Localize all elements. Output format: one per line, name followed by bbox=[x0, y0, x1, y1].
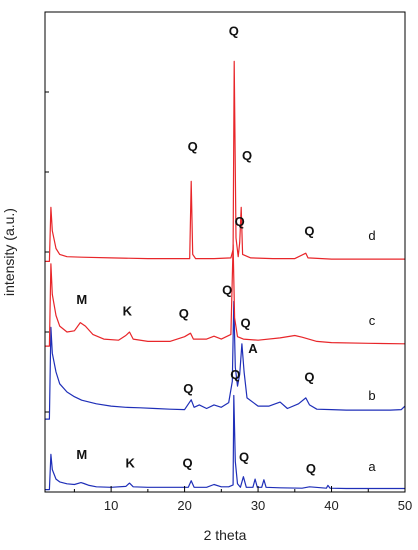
curve-label-a: a bbox=[368, 459, 376, 474]
peak-label-k: K bbox=[126, 455, 136, 470]
peak-label-q: Q bbox=[222, 282, 232, 297]
peak-label-m: M bbox=[76, 447, 87, 462]
peak-label-q: Q bbox=[182, 455, 192, 470]
ticks-layer: 10 20 30 40 50 bbox=[45, 11, 412, 513]
plot-frame bbox=[44, 11, 406, 493]
series-a-line bbox=[45, 394, 405, 491]
x-tick-label: 10 bbox=[104, 498, 118, 513]
peak-label-q: Q bbox=[306, 461, 316, 476]
curve-label-b: b bbox=[368, 388, 375, 403]
curve-label-c: c bbox=[369, 313, 376, 328]
peak-label-q: Q bbox=[304, 224, 314, 239]
curve-label-d: d bbox=[368, 228, 375, 243]
y-axis-title: intensity (a.u.) bbox=[1, 208, 17, 296]
x-tick-label: 30 bbox=[251, 498, 265, 513]
peak-label-q: Q bbox=[230, 367, 240, 382]
peak-label-q: Q bbox=[241, 315, 251, 330]
peak-label-k: K bbox=[123, 304, 133, 319]
x-tick-label: 50 bbox=[398, 498, 412, 513]
series-layer bbox=[45, 60, 406, 491]
x-axis-title: 2 theta bbox=[204, 527, 247, 543]
peak-label-a: A bbox=[248, 341, 258, 356]
series-d-line bbox=[45, 60, 405, 262]
peak-label-q: Q bbox=[183, 381, 193, 396]
peak-label-q: Q bbox=[242, 148, 252, 163]
x-tick-label: 40 bbox=[324, 498, 338, 513]
peak-label-q: Q bbox=[188, 139, 198, 154]
peak-label-m: M bbox=[76, 292, 87, 307]
peak-label-q: Q bbox=[229, 24, 239, 39]
peak-label-q: Q bbox=[239, 449, 249, 464]
series-c-line bbox=[45, 244, 406, 347]
peak-label-q: Q bbox=[235, 214, 245, 229]
peak-label-q: Q bbox=[179, 306, 189, 321]
series-b-line bbox=[45, 300, 406, 420]
x-tick-label: 20 bbox=[177, 498, 191, 513]
peak-label-q: Q bbox=[304, 369, 314, 384]
